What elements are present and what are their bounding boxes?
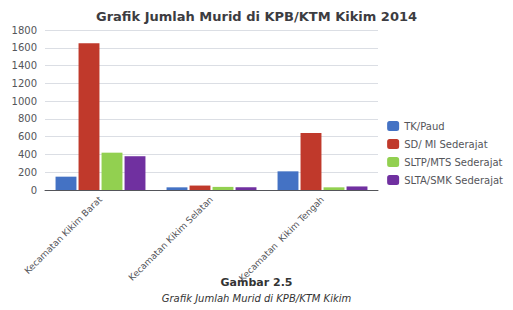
svg-text:1600: 1600 bbox=[12, 42, 37, 53]
svg-text:400: 400 bbox=[18, 149, 37, 160]
svg-text:Kecamatan Kikim Selatan: Kecamatan Kikim Selatan bbox=[127, 194, 215, 282]
svg-text:Gambar 2.5: Gambar 2.5 bbox=[221, 276, 293, 289]
svg-text:800: 800 bbox=[18, 113, 37, 124]
svg-text:1800: 1800 bbox=[12, 25, 37, 36]
svg-text:600: 600 bbox=[18, 131, 37, 142]
svg-text:1000: 1000 bbox=[12, 96, 37, 107]
svg-text:200: 200 bbox=[18, 167, 37, 178]
svg-text:Grafik Jumlah Murid di KPB/KTM: Grafik Jumlah Murid di KPB/KTM Kikim bbox=[162, 293, 352, 304]
svg-text:Kecamatan Kikim Barat: Kecamatan Kikim Barat bbox=[22, 194, 104, 276]
svg-text:0: 0 bbox=[31, 185, 37, 196]
svg-text:TK/Paud: TK/Paud bbox=[403, 121, 444, 132]
svg-text:Grafik Jumlah Murid di KPB/KTM: Grafik Jumlah Murid di KPB/KTM Kikim 201… bbox=[96, 9, 417, 24]
svg-text:1400: 1400 bbox=[12, 60, 37, 71]
svg-text:SLTP/MTS Sederajat: SLTP/MTS Sederajat bbox=[404, 157, 502, 168]
svg-text:SD/ MI Sederajat: SD/ MI Sederajat bbox=[404, 139, 487, 150]
svg-text:SLTA/SMK Sederajat: SLTA/SMK Sederajat bbox=[404, 175, 503, 186]
svg-text:Kecamatan Kikim Tengah: Kecamatan Kikim Tengah bbox=[237, 194, 326, 283]
svg-text:1200: 1200 bbox=[12, 78, 37, 89]
